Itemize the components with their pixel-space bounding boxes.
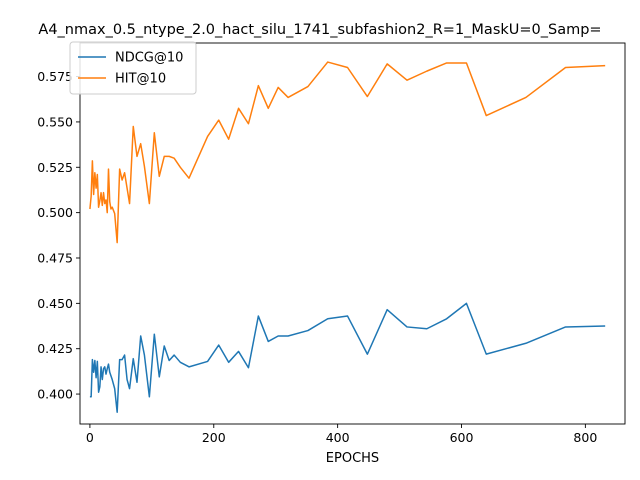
x-axis-title: EPOCHS	[326, 451, 379, 466]
legend-box	[69, 41, 197, 95]
x-tick-label: 400	[326, 430, 350, 445]
x-tick-label: 800	[573, 430, 597, 445]
y-tick-label: 0.450	[37, 296, 73, 311]
y-tick-label: 0.575	[37, 69, 73, 84]
y-tick-label: 0.475	[37, 250, 73, 265]
x-tick-label: 200	[202, 430, 226, 445]
legend-label: HIT@10	[115, 72, 166, 87]
legend: NDCG@10 HIT@10	[69, 41, 197, 95]
y-tick-label: 0.550	[37, 114, 73, 129]
chart-title: A4_nmax_0.5_ntype_2.0_hact_silu_1741_sub…	[38, 22, 601, 38]
series-layer	[89, 61, 606, 413]
axis-ticks: 0 200 400 600 800 0.400 0.425 0.450 0.475 0.500 0.…	[37, 69, 597, 445]
y-tick-label: 0.500	[37, 205, 73, 220]
plot-area	[79, 42, 626, 425]
x-tick-label: 600	[450, 430, 474, 445]
y-tick-label: 0.400	[37, 387, 73, 402]
x-tick-label: 0	[86, 430, 94, 445]
legend-label: NDCG@10	[115, 51, 183, 66]
series-line-ndcg-10	[89, 302, 606, 413]
series-line-hit-10	[89, 61, 606, 244]
y-tick-label: 0.525	[37, 160, 73, 175]
y-tick-label: 0.425	[37, 341, 73, 356]
